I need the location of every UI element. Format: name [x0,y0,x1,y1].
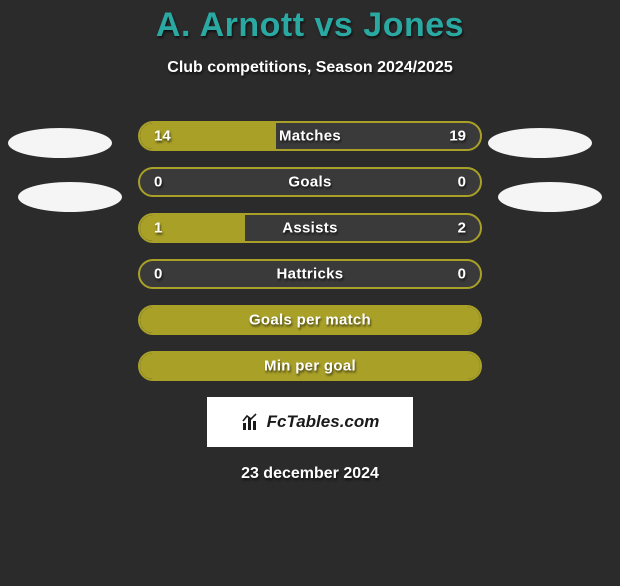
bar-label: Min per goal [140,358,480,375]
bar-label: Matches [140,128,480,145]
stat-row: 00Hattricks [138,259,482,289]
stat-row: 12Assists [138,213,482,243]
date-text: 23 december 2024 [0,465,620,483]
bar-label: Hattricks [140,266,480,283]
source-badge: FcTables.com [207,397,413,447]
bar-chart-icon [241,412,261,432]
stat-row: 1419Matches [138,121,482,151]
bar-label: Goals per match [140,312,480,329]
stat-row: Goals per match [138,305,482,335]
page-title: A. Arnott vs Jones [0,6,620,45]
badge-text: FcTables.com [267,412,380,432]
stat-row: Min per goal [138,351,482,381]
side-oval [488,128,592,158]
stat-row: 00Goals [138,167,482,197]
page-subtitle: Club competitions, Season 2024/2025 [0,59,620,77]
side-oval [8,128,112,158]
side-oval [498,182,602,212]
bar-label: Assists [140,220,480,237]
side-oval [18,182,122,212]
stats-bars: 1419Matches 00Goals 12Assists 00Hattricks Go… [138,121,482,381]
bar-label: Goals [140,174,480,191]
